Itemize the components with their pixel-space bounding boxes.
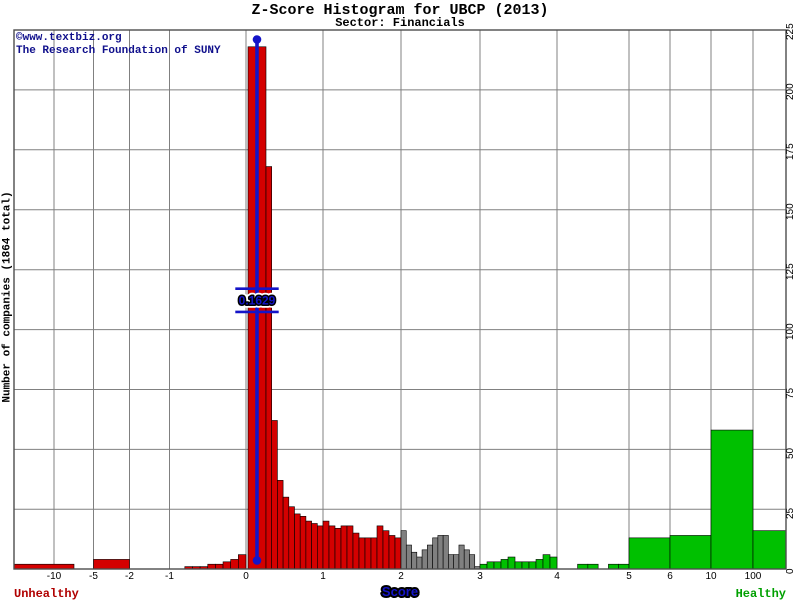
svg-text:-2: -2 <box>125 571 134 582</box>
svg-text:4: 4 <box>554 571 560 582</box>
svg-text:100: 100 <box>745 571 762 582</box>
svg-text:0: 0 <box>243 571 249 582</box>
svg-text:75: 75 <box>785 387 796 399</box>
svg-text:2: 2 <box>398 571 404 582</box>
svg-text:-1: -1 <box>165 571 174 582</box>
svg-text:0.1629: 0.1629 <box>239 294 276 308</box>
svg-text:150: 150 <box>785 203 796 220</box>
svg-text:3: 3 <box>477 571 483 582</box>
svg-text:10: 10 <box>705 571 717 582</box>
svg-text:-5: -5 <box>89 571 98 582</box>
svg-text:0: 0 <box>785 568 796 574</box>
svg-text:1: 1 <box>320 571 326 582</box>
svg-text:25: 25 <box>785 507 796 519</box>
svg-text:175: 175 <box>785 143 796 160</box>
svg-text:225: 225 <box>785 23 796 40</box>
svg-text:50: 50 <box>785 447 796 459</box>
svg-text:100: 100 <box>785 323 796 340</box>
svg-text:125: 125 <box>785 263 796 280</box>
svg-text:-10: -10 <box>47 571 62 582</box>
svg-text:Score: Score <box>382 584 418 599</box>
svg-text:200: 200 <box>785 83 796 100</box>
svg-text:5: 5 <box>626 571 632 582</box>
svg-text:6: 6 <box>667 571 673 582</box>
